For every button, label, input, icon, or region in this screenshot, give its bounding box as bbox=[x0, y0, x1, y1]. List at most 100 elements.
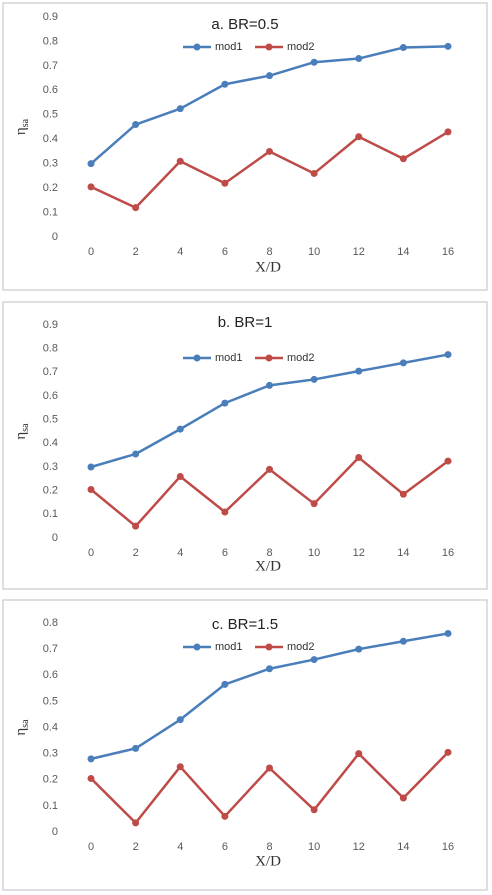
data-point bbox=[221, 399, 229, 407]
data-point bbox=[399, 359, 407, 367]
y-axis-label: ηsa bbox=[13, 118, 31, 135]
data-point bbox=[87, 485, 95, 493]
legend-label: mod1 bbox=[215, 641, 243, 653]
data-point bbox=[310, 806, 318, 814]
data-point bbox=[221, 812, 229, 820]
data-point bbox=[444, 629, 452, 637]
x-tick-label: 4 bbox=[177, 246, 183, 258]
x-tick-label: 0 bbox=[88, 547, 94, 559]
data-point bbox=[399, 490, 407, 498]
y-tick-label: 0 bbox=[52, 532, 58, 544]
y-tick-label: 0.2 bbox=[43, 774, 58, 786]
x-tick-label: 2 bbox=[133, 547, 139, 559]
y-tick-label: 0.9 bbox=[43, 319, 58, 331]
data-point bbox=[355, 367, 363, 375]
legend-marker bbox=[193, 43, 201, 51]
x-tick-label: 16 bbox=[442, 246, 454, 258]
data-point bbox=[310, 58, 318, 66]
data-point bbox=[87, 463, 95, 471]
legend-label: mod2 bbox=[287, 352, 315, 364]
y-tick-label: 0.3 bbox=[43, 748, 58, 760]
y-tick-label: 0.4 bbox=[43, 133, 58, 145]
data-point bbox=[266, 465, 273, 473]
data-point bbox=[87, 160, 95, 168]
y-tick-label: 0.5 bbox=[43, 695, 58, 707]
x-tick-label: 4 bbox=[177, 841, 183, 853]
data-point bbox=[132, 819, 140, 827]
data-point bbox=[132, 450, 140, 458]
panel bbox=[2, 301, 488, 590]
legend-marker bbox=[193, 354, 201, 362]
x-tick-label: 12 bbox=[353, 246, 365, 258]
legend-label: mod2 bbox=[287, 41, 315, 53]
x-tick-label: 12 bbox=[353, 547, 365, 559]
y-tick-label: 0.5 bbox=[43, 414, 58, 426]
data-point bbox=[266, 147, 273, 155]
data-point bbox=[176, 425, 184, 433]
y-axis-label-sub: sa bbox=[20, 118, 31, 127]
panel bbox=[2, 2, 488, 291]
y-tick-label: 0.4 bbox=[43, 721, 58, 733]
x-tick-label: 2 bbox=[133, 246, 139, 258]
data-point bbox=[87, 183, 95, 191]
data-point bbox=[266, 72, 273, 80]
x-tick-label: 10 bbox=[308, 246, 320, 258]
data-point bbox=[176, 157, 184, 165]
data-point bbox=[221, 179, 229, 187]
data-point bbox=[444, 42, 452, 50]
x-tick-label: 8 bbox=[266, 841, 272, 853]
data-point bbox=[132, 744, 140, 752]
data-point bbox=[355, 55, 363, 63]
x-axis-label: X/D bbox=[255, 853, 281, 869]
y-tick-label: 0.1 bbox=[43, 800, 58, 812]
data-point bbox=[266, 381, 273, 389]
panel bbox=[2, 599, 488, 891]
y-tick-label: 0.4 bbox=[43, 437, 58, 449]
data-point bbox=[87, 755, 95, 763]
chart-title: c. BR=1.5 bbox=[212, 616, 278, 633]
data-point bbox=[221, 508, 229, 516]
legend-label: mod1 bbox=[215, 352, 243, 364]
data-point bbox=[310, 656, 318, 664]
y-axis-label-main: η bbox=[13, 728, 29, 736]
data-point bbox=[355, 750, 363, 758]
data-point bbox=[266, 665, 273, 673]
x-tick-label: 8 bbox=[266, 547, 272, 559]
data-point bbox=[87, 774, 95, 782]
y-tick-label: 0.5 bbox=[43, 109, 58, 121]
y-axis-label-sub: sa bbox=[20, 423, 31, 432]
data-point bbox=[132, 121, 140, 129]
data-point bbox=[355, 645, 363, 653]
y-axis-label-main: η bbox=[13, 432, 29, 440]
y-axis-label-sub: sa bbox=[20, 719, 31, 728]
y-tick-label: 0.8 bbox=[43, 343, 58, 355]
y-tick-label: 0.6 bbox=[43, 390, 58, 402]
data-point bbox=[176, 472, 184, 480]
y-tick-label: 0.1 bbox=[43, 206, 58, 218]
data-point bbox=[444, 457, 452, 465]
y-axis-label: ηsa bbox=[13, 423, 31, 440]
x-tick-label: 10 bbox=[308, 547, 320, 559]
x-tick-label: 0 bbox=[88, 841, 94, 853]
y-tick-label: 0.7 bbox=[43, 366, 58, 378]
data-point bbox=[444, 748, 452, 756]
x-tick-label: 12 bbox=[353, 841, 365, 853]
legend-label: mod1 bbox=[215, 41, 243, 53]
y-tick-label: 0.9 bbox=[43, 11, 58, 23]
x-tick-label: 14 bbox=[397, 246, 409, 258]
y-tick-label: 0.7 bbox=[43, 60, 58, 72]
data-point bbox=[132, 522, 140, 530]
x-tick-label: 14 bbox=[397, 547, 409, 559]
y-tick-label: 0.2 bbox=[43, 485, 58, 497]
y-axis-label-main: η bbox=[13, 127, 29, 135]
data-point bbox=[355, 133, 363, 141]
y-tick-label: 0.6 bbox=[43, 669, 58, 681]
x-tick-label: 0 bbox=[88, 246, 94, 258]
data-point bbox=[221, 680, 229, 688]
x-axis-label: X/D bbox=[255, 558, 281, 574]
legend-marker bbox=[265, 354, 273, 362]
data-point bbox=[310, 169, 318, 177]
data-point bbox=[444, 128, 452, 136]
y-tick-label: 0.8 bbox=[43, 35, 58, 47]
y-axis-label: ηsa bbox=[13, 719, 31, 736]
